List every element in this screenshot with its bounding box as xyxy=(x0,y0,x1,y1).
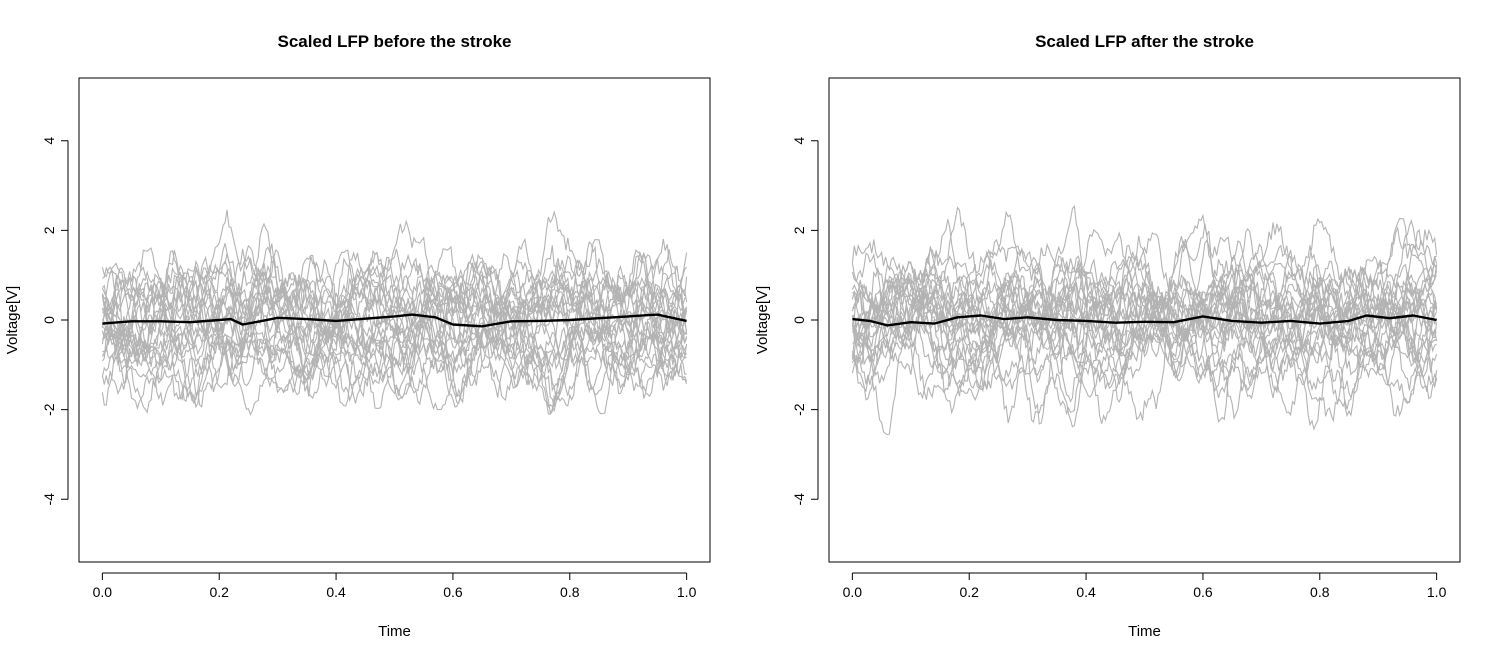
trace-line xyxy=(102,249,687,367)
trace-line xyxy=(852,228,1438,354)
trace-line xyxy=(851,303,1438,393)
x-tick-label: 0.4 xyxy=(1076,584,1096,600)
x-axis-label: Time xyxy=(378,623,411,640)
x-tick-label: 1.0 xyxy=(677,584,697,600)
trace-line xyxy=(852,268,1438,379)
chart-title: Scaled LFP before the stroke xyxy=(278,32,512,51)
y-tick-label: -4 xyxy=(41,493,57,506)
trace-line xyxy=(851,273,1437,424)
mean-line xyxy=(852,314,1437,327)
trace-line xyxy=(102,243,688,353)
y-tick-label: 2 xyxy=(791,226,807,234)
trace-line xyxy=(101,209,688,367)
y-tick-label: 4 xyxy=(41,137,57,145)
trace-line xyxy=(101,237,688,375)
chart-panel-2: Scaled LFP after the stroke 0.0 0.2 0.4 0.6 0… xyxy=(754,32,1461,640)
y-axis-label: Voltage[V] xyxy=(4,286,21,354)
chart-panel-1: Scaled LFP before the stroke 0.0 0.2 0.4 0.6… xyxy=(4,32,711,640)
x-tick-label: 0.6 xyxy=(1193,584,1213,600)
x-tick-label: 0.8 xyxy=(1310,584,1330,600)
trace-line xyxy=(101,264,688,368)
x-tick-label: 0.8 xyxy=(560,584,580,600)
x-tick-label: 1.0 xyxy=(1427,584,1447,600)
x-tick-label: 0.0 xyxy=(93,584,113,600)
trace-line xyxy=(851,274,1438,369)
y-tick-label: -4 xyxy=(791,493,807,506)
trace-line xyxy=(101,282,688,415)
x-tick-label: 0.0 xyxy=(843,584,863,600)
trace-line xyxy=(852,263,1438,365)
y-tick-label: -2 xyxy=(791,403,807,416)
y-tick-label: 0 xyxy=(791,316,807,324)
trace-line xyxy=(101,282,688,413)
y-tick-label: 4 xyxy=(791,137,807,145)
chart-title: Scaled LFP after the stroke xyxy=(1035,32,1254,51)
plot-frame xyxy=(828,77,1461,563)
x-tick-label: 0.4 xyxy=(326,584,346,600)
y-tick-label: -2 xyxy=(41,403,57,416)
trace-line xyxy=(851,283,1438,424)
x-tick-label: 0.2 xyxy=(209,584,229,600)
x-tick-label: 0.6 xyxy=(443,584,463,600)
x-axis-label: Time xyxy=(1128,623,1161,640)
trace-line xyxy=(101,245,687,339)
trace-line xyxy=(851,210,1438,345)
mean-line xyxy=(102,313,687,328)
trace-line xyxy=(851,264,1438,425)
y-tick-label: 2 xyxy=(41,226,57,234)
x-tick-label: 0.2 xyxy=(959,584,979,600)
trace-line xyxy=(101,290,688,408)
plot-frame xyxy=(78,77,711,563)
trace-line xyxy=(851,266,1438,436)
trace-line xyxy=(102,303,688,416)
y-tick-label: 0 xyxy=(41,316,57,324)
y-axis-label: Voltage[V] xyxy=(754,286,771,354)
trace-line xyxy=(101,240,688,356)
trace-line xyxy=(102,257,688,404)
